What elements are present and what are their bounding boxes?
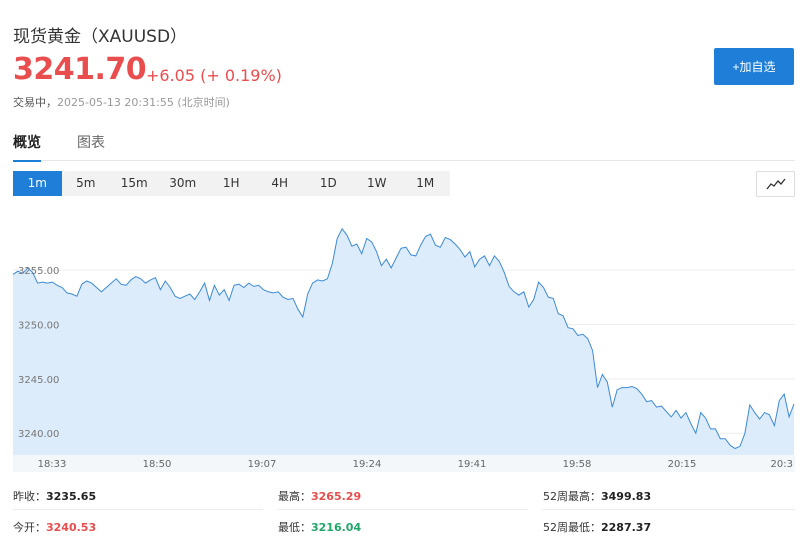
stat-open: 今开：3240.53	[13, 521, 97, 534]
x-tick-label: 19:58	[563, 459, 592, 470]
y-tick-label: 3250.00	[18, 320, 59, 331]
line-chart-icon	[765, 178, 786, 190]
add-to-watchlist-button[interactable]: +加自选	[714, 48, 794, 85]
x-tick-label: 20:15	[668, 459, 697, 470]
range-1m-button[interactable]: 1m	[13, 171, 62, 196]
divider	[13, 509, 263, 510]
price-chart[interactable]: 3255.00 3250.00 3245.00 3240.00 18:33 18:50 19…	[13, 207, 795, 472]
x-tick-label: 18:50	[143, 459, 172, 470]
y-tick-label: 3245.00	[18, 375, 59, 386]
time-range-selector: 1m 5m 15m 30m 1H 4H 1D 1W 1M	[13, 171, 450, 196]
x-axis-band	[13, 455, 795, 472]
page-title: 现货黄金（XAUUSD）	[13, 27, 188, 47]
x-tick-label: 18:33	[38, 459, 67, 470]
price-line	[13, 227, 795, 450]
range-15m-button[interactable]: 15m	[120, 176, 148, 190]
range-1h-button[interactable]: 1H	[222, 176, 240, 190]
stat-52w-high: 52周最高：3499.83	[543, 490, 652, 503]
tab-chart[interactable]: 图表	[77, 135, 105, 151]
x-tick-label: 19:41	[458, 459, 487, 470]
range-1mo-button[interactable]: 1M	[416, 176, 435, 190]
stat-prev-close: 昨收：3235.65	[13, 490, 97, 503]
range-1w-button[interactable]: 1W	[367, 176, 387, 190]
status-label: 交易中，	[13, 96, 57, 109]
timestamp: 2025-05-13 20:31:55 (北京时间)	[57, 96, 230, 109]
trade-status: 交易中，2025-05-13 20:31:55 (北京时间)	[13, 94, 230, 110]
divider	[543, 509, 795, 510]
tab-bar: 概览 图表	[13, 128, 795, 162]
current-price: 3241.70	[13, 52, 147, 87]
stat-low: 最低：3216.04	[278, 521, 362, 534]
chart-type-button[interactable]	[756, 171, 795, 197]
divider	[278, 509, 528, 510]
range-5m-button[interactable]: 5m	[76, 176, 96, 190]
tab-overview[interactable]: 概览	[13, 132, 41, 162]
range-4h-button[interactable]: 4H	[271, 176, 289, 190]
stat-52w-low: 52周最低：2287.37	[543, 521, 652, 534]
range-1d-button[interactable]: 1D	[319, 176, 337, 190]
x-tick-label: 19:07	[248, 459, 277, 470]
stat-high: 最高：3265.29	[278, 490, 362, 503]
price-change: +6.05 (+ 0.19%)	[146, 66, 282, 85]
x-tick-label: 20:3	[771, 459, 793, 470]
y-tick-label: 3240.00	[18, 429, 59, 440]
range-30m-button[interactable]: 30m	[169, 176, 197, 190]
price-area	[13, 228, 794, 455]
x-tick-label: 19:24	[353, 459, 382, 470]
y-tick-label: 3255.00	[18, 266, 59, 277]
